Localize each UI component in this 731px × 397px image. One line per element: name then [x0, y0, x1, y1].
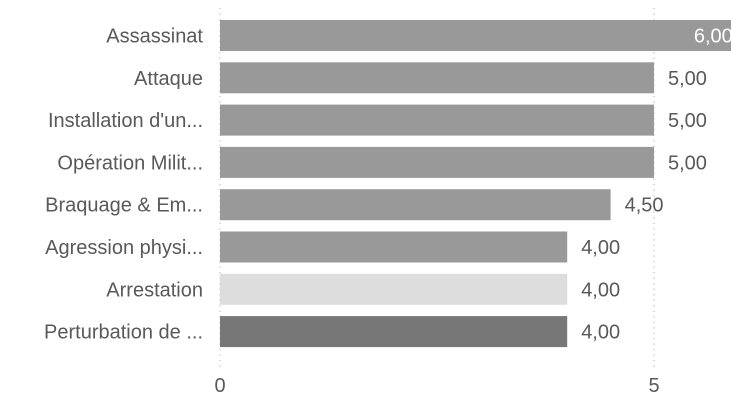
bar[interactable]	[220, 104, 654, 136]
bar[interactable]	[220, 189, 611, 221]
bars-layer	[220, 20, 731, 348]
category-label: Perturbation de ...	[44, 322, 203, 344]
category-label: Arrestation	[106, 279, 203, 301]
value-labels: 6,005,005,005,004,504,004,004,00	[581, 26, 731, 344]
data-label: 4,00	[581, 237, 620, 259]
bar[interactable]	[220, 20, 731, 51]
data-label: 4,00	[581, 279, 620, 301]
bar[interactable]	[220, 231, 568, 263]
x-tick-label-5: 5	[648, 375, 659, 397]
category-label: Agression physi...	[45, 237, 203, 259]
category-label: Installation d'un...	[48, 110, 203, 132]
category-label: Opération Milit...	[57, 152, 203, 174]
data-label: 6,00	[694, 26, 731, 48]
data-label: 4,00	[581, 322, 620, 344]
category-label: Braquage & Em...	[45, 195, 203, 217]
bar[interactable]	[220, 62, 654, 94]
data-label: 5,00	[668, 68, 707, 90]
x-tick-label-0: 0	[214, 375, 225, 397]
data-label: 5,00	[668, 152, 707, 174]
bar[interactable]	[220, 273, 568, 305]
category-label: Assassinat	[106, 26, 203, 48]
data-label: 5,00	[668, 110, 707, 132]
category-label: Attaque	[134, 68, 203, 90]
bar[interactable]	[220, 316, 568, 348]
data-label: 4,50	[625, 195, 664, 217]
bar[interactable]	[220, 146, 654, 178]
category-labels: Assassinat Attaque Installation d'un... Opé…	[44, 26, 203, 344]
